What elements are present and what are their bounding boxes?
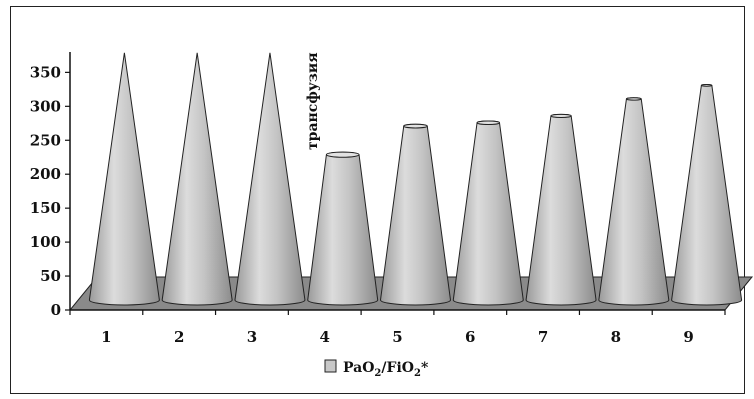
- y-tick-label: 0: [51, 301, 61, 319]
- x-tick-label: 4: [320, 328, 330, 346]
- cone-bar: [234, 52, 306, 306]
- x-tick-label: 9: [683, 328, 693, 346]
- cone-top-cap: [550, 113, 572, 119]
- cone-top-cap: [700, 84, 713, 87]
- cone-bar: [379, 123, 452, 306]
- y-tick-label: 350: [30, 63, 61, 81]
- legend: PaO2/FiO2*: [324, 359, 429, 379]
- x-tick-label: 8: [611, 328, 621, 346]
- cone-bar: [452, 120, 524, 306]
- cone-top-cap: [476, 120, 500, 125]
- cone-bar: [598, 97, 670, 306]
- x-tick-label: 1: [101, 328, 111, 346]
- y-ticks: 0 50 100 150 200 250 300 350: [30, 63, 70, 319]
- cone-body: [161, 52, 233, 306]
- y-tick-label: 150: [30, 199, 61, 217]
- legend-label: PaO2/FiO2*: [343, 360, 429, 379]
- x-tick-label: 7: [538, 328, 548, 346]
- cone-body: [598, 97, 670, 306]
- cone-top-cap: [325, 151, 360, 158]
- y-tick-label: 250: [30, 131, 61, 149]
- y-tick-label: 300: [30, 97, 61, 115]
- cones: [88, 52, 743, 306]
- x-ticks: 1 2 3 4 5 6 7 8 9: [69, 310, 726, 346]
- y-tick-label: 200: [30, 165, 61, 183]
- y-tick-label: 50: [40, 267, 61, 285]
- cone-body: [307, 151, 379, 306]
- cone-top-cap: [403, 123, 428, 129]
- x-tick-label: 2: [174, 328, 184, 346]
- cone-body: [379, 123, 452, 306]
- cone-body: [525, 113, 597, 306]
- cone-bar: [88, 52, 160, 306]
- cone-top-cap: [625, 97, 642, 101]
- y-tick-label: 100: [30, 233, 61, 251]
- cone-body: [452, 120, 524, 306]
- cone-body: [88, 52, 160, 306]
- cone-bar: [525, 113, 597, 306]
- cone-bar: [161, 52, 233, 306]
- cone-bar: [671, 84, 743, 306]
- x-tick-label: 5: [392, 328, 402, 346]
- legend-swatch: [324, 359, 337, 373]
- x-tick-label: 6: [465, 328, 475, 346]
- cone-bar: [307, 151, 379, 306]
- cone-body: [234, 52, 306, 306]
- cone-body: [671, 84, 743, 306]
- annotation-transfusion: трансфузия: [305, 52, 321, 150]
- x-tick-label: 3: [247, 328, 257, 346]
